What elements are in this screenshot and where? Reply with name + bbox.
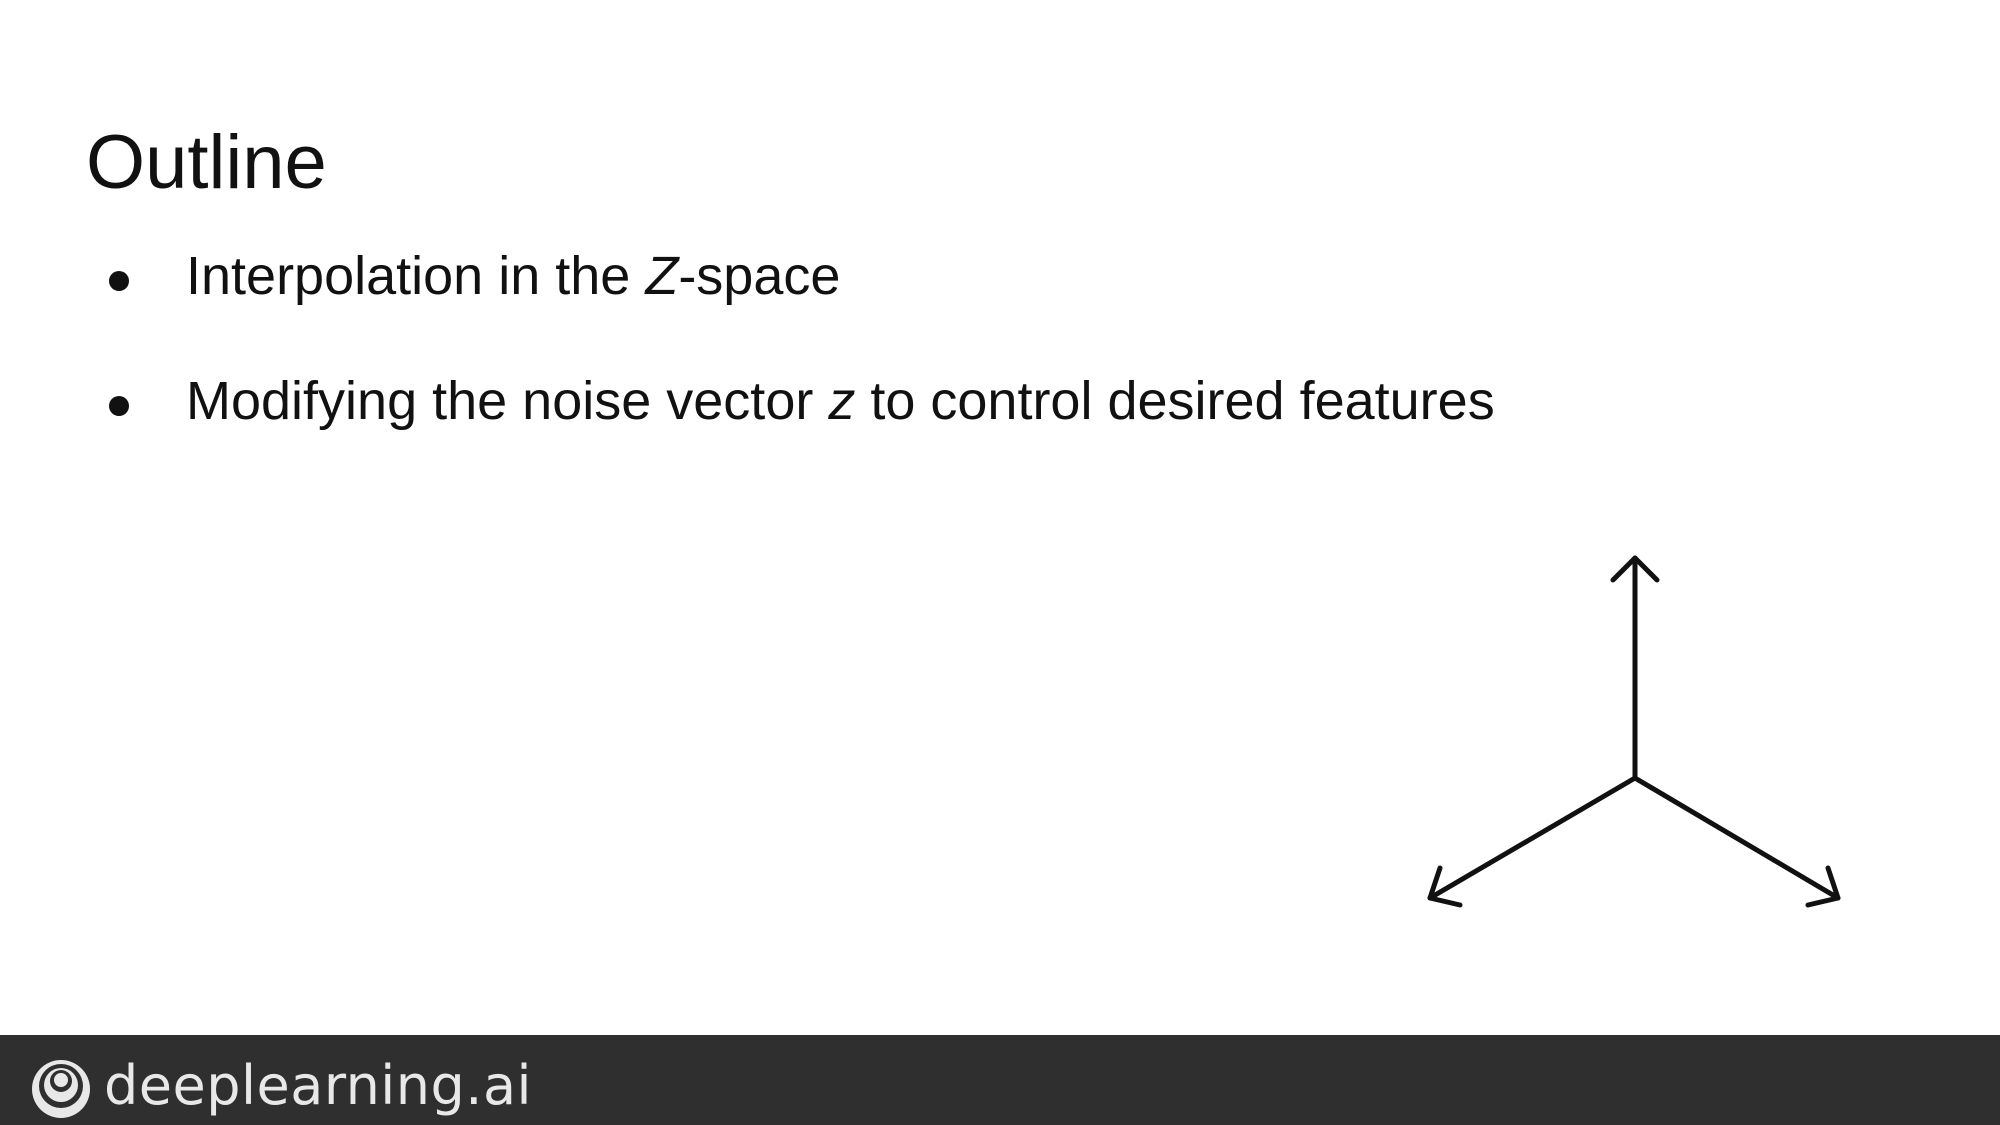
bullet-text-after: to control desired features [855,371,1495,431]
bullet-dot-icon [109,271,129,291]
bullet-text: Interpolation in the Z-space [186,236,840,316]
right-axis-arrowhead [1805,865,1841,908]
bullet-item-interpolation: Interpolation in the Z-space [0,236,1700,361]
bullet-item-noise-vector: Modifying the noise vector z to control … [0,361,1700,486]
bullet-text-before: Interpolation in the [186,246,646,306]
vertical-axis-arrowhead [1610,555,1660,583]
bullet-text-italic: Z [645,246,679,306]
bullet-text-italic: z [828,371,856,431]
three-axes-diagram-icon [1427,555,1841,908]
brand-wordmark: deeplearning.ai [104,1054,533,1117]
slide-title: Outline [86,120,327,205]
bullet-dot-icon [109,396,129,416]
bullet-text-after: -space [678,246,841,306]
left-axis-line [1427,775,1638,901]
left-axis-arrowhead [1427,865,1463,908]
bullet-text-before: Modifying the noise vector [186,371,829,431]
footer-bar [0,1035,2000,1125]
slide-canvas: Outline Interpolation in the Z-space Mod… [0,120,1841,908]
deeplearning-logo-icon [32,1060,90,1118]
bullet-text: Modifying the noise vector z to control … [186,361,1495,441]
right-axis-line [1632,775,1841,901]
bullet-list: Interpolation in the Z-space Modifying t… [0,236,1700,486]
